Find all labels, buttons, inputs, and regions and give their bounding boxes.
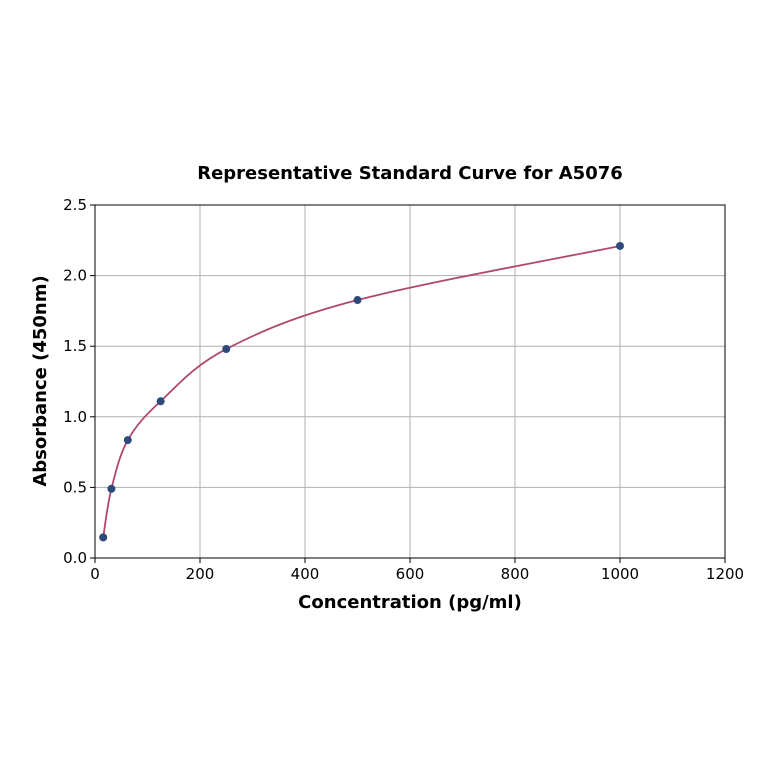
fit-curve (102, 245, 621, 538)
y-axis-ticks: 0.0 0.5 1.0 1.5 2.0 2.5 (63, 196, 95, 567)
y-tick-label: 1.0 (63, 408, 87, 426)
data-point (99, 533, 108, 542)
data-points (99, 241, 624, 542)
x-axis-label: Concentration (pg/ml) (298, 592, 522, 613)
y-tick-label: 2.5 (63, 196, 87, 214)
data-point (107, 484, 116, 493)
x-axis-ticks: 0 200 400 600 800 1000 1200 (90, 558, 744, 583)
chart-title: Representative Standard Curve for A5076 (197, 163, 623, 184)
data-point (616, 241, 624, 250)
x-tick-label: 0 (90, 565, 100, 583)
data-point (156, 397, 165, 406)
y-tick-label: 0.0 (63, 549, 87, 567)
data-point (222, 345, 231, 354)
grid (94, 204, 726, 559)
y-axis-label: Absorbance (450nm) (30, 275, 51, 486)
x-tick-label: 200 (186, 565, 215, 583)
x-tick-label: 800 (501, 565, 530, 583)
y-tick-label: 2.0 (63, 267, 87, 285)
x-tick-label: 1000 (601, 565, 639, 583)
x-tick-label: 400 (291, 565, 320, 583)
y-tick-label: 0.5 (63, 478, 87, 496)
data-point (353, 296, 362, 305)
x-tick-label: 600 (396, 565, 425, 583)
y-tick-label: 1.5 (63, 337, 87, 355)
data-point (123, 436, 132, 445)
x-tick-label: 1200 (706, 565, 744, 583)
